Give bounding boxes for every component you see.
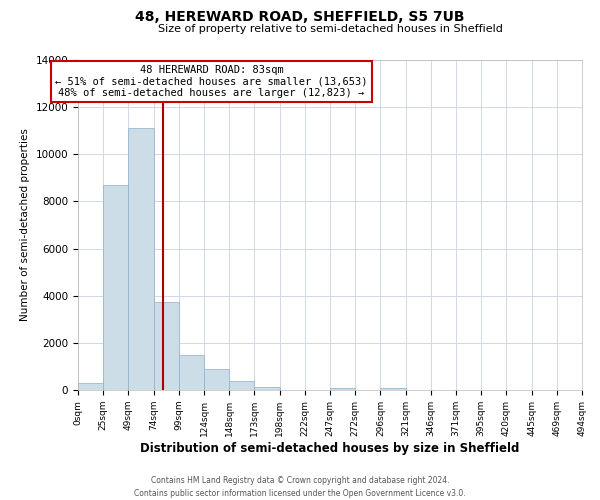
Bar	[254, 387, 280, 390]
Bar	[229, 380, 254, 390]
Text: 48 HEREWARD ROAD: 83sqm
← 51% of semi-detached houses are smaller (13,653)
48% o: 48 HEREWARD ROAD: 83sqm ← 51% of semi-de…	[55, 65, 368, 98]
Bar	[179, 354, 204, 390]
Y-axis label: Number of semi-detached properties: Number of semi-detached properties	[20, 128, 30, 322]
Text: 48, HEREWARD ROAD, SHEFFIELD, S5 7UB: 48, HEREWARD ROAD, SHEFFIELD, S5 7UB	[135, 10, 465, 24]
X-axis label: Distribution of semi-detached houses by size in Sheffield: Distribution of semi-detached houses by …	[140, 442, 520, 454]
Bar	[103, 185, 128, 390]
Bar	[154, 302, 179, 390]
Bar	[380, 388, 406, 390]
Text: Contains HM Land Registry data © Crown copyright and database right 2024.
Contai: Contains HM Land Registry data © Crown c…	[134, 476, 466, 498]
Bar	[204, 369, 229, 390]
Bar	[78, 383, 103, 390]
Title: Size of property relative to semi-detached houses in Sheffield: Size of property relative to semi-detach…	[158, 24, 502, 34]
Bar	[330, 388, 355, 390]
Bar	[128, 128, 154, 390]
